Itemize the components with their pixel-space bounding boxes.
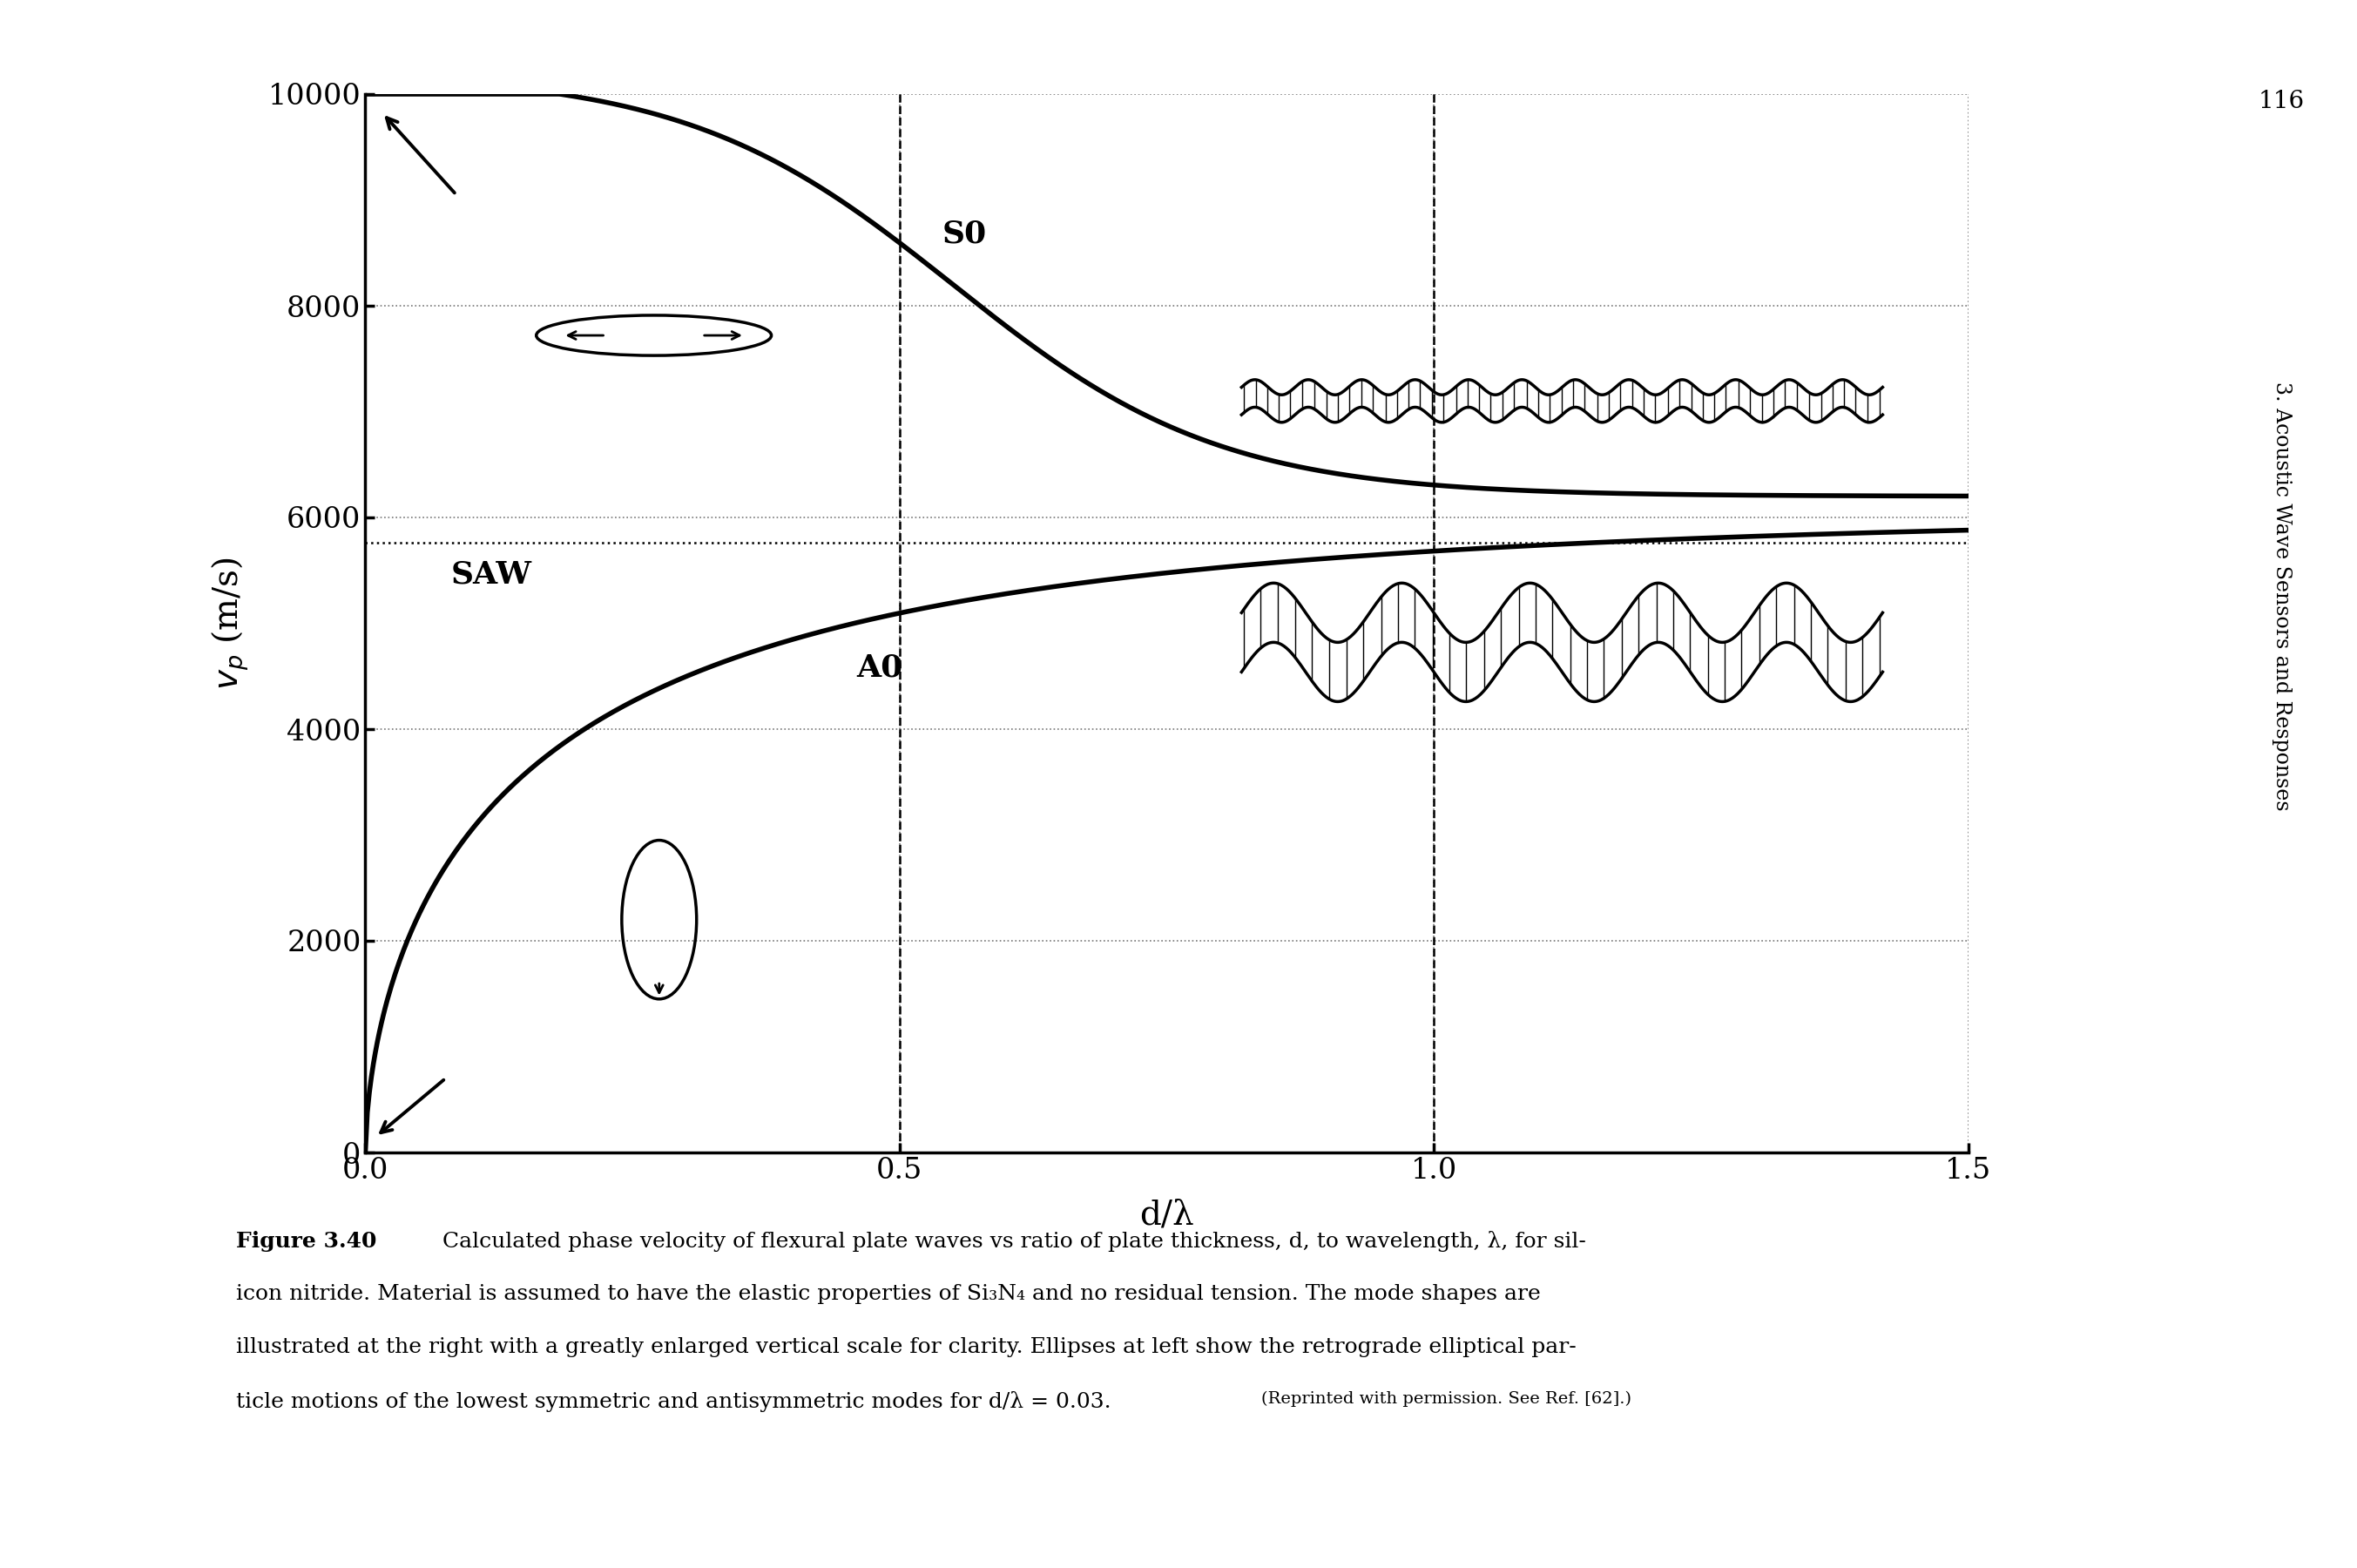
Text: 116: 116: [2258, 89, 2305, 114]
Y-axis label: $v_p$ (m/s): $v_p$ (m/s): [210, 557, 252, 690]
Text: SAW: SAW: [450, 560, 533, 590]
Text: illustrated at the right with a greatly enlarged vertical scale for clarity. Ell: illustrated at the right with a greatly …: [236, 1338, 1577, 1358]
X-axis label: d/λ: d/λ: [1138, 1200, 1195, 1231]
Text: A0: A0: [858, 652, 903, 682]
Text: Calculated phase velocity of flexural plate waves vs ratio of plate thickness, d: Calculated phase velocity of flexural pl…: [429, 1231, 1586, 1251]
Text: (Reprinted with permission. See Ref. [62].): (Reprinted with permission. See Ref. [62…: [1261, 1391, 1631, 1406]
Text: Figure 3.40: Figure 3.40: [236, 1231, 377, 1251]
Text: icon nitride. Material is assumed to have the elastic properties of Si₃N₄ and no: icon nitride. Material is assumed to hav…: [236, 1284, 1539, 1305]
Text: S0: S0: [943, 218, 988, 248]
Text: ticle motions of the lowest symmetric and antisymmetric modes for d/λ = 0.03.: ticle motions of the lowest symmetric an…: [236, 1391, 1117, 1411]
Text: 3. Acoustic Wave Sensors and Responses: 3. Acoustic Wave Sensors and Responses: [2272, 381, 2291, 811]
